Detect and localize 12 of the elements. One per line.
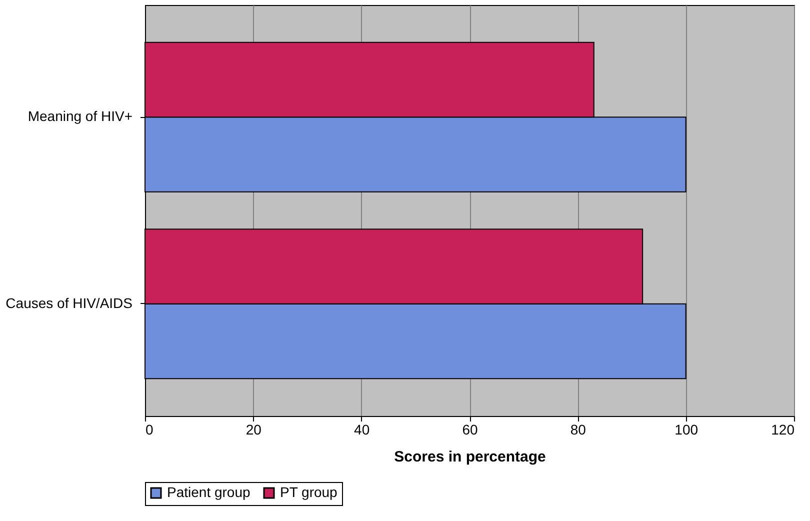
x-tick-label: 80 — [570, 422, 586, 438]
legend-label: Patient group — [167, 484, 250, 500]
y-tick-label: Meaning of HIV+ — [28, 108, 132, 124]
x-tick-label: 0 — [146, 422, 154, 438]
x-tick-label: 40 — [354, 422, 370, 438]
x-tick-label: 120 — [771, 422, 795, 438]
x-tick-label: 20 — [246, 422, 262, 438]
x-tick-label: 100 — [674, 422, 698, 438]
legend-label: PT group — [280, 484, 338, 500]
x-axis-title: Scores in percentage — [394, 448, 546, 466]
y-tick-label: Causes of HIV/AIDS — [6, 294, 132, 311]
x-tick-label: 60 — [462, 422, 478, 438]
